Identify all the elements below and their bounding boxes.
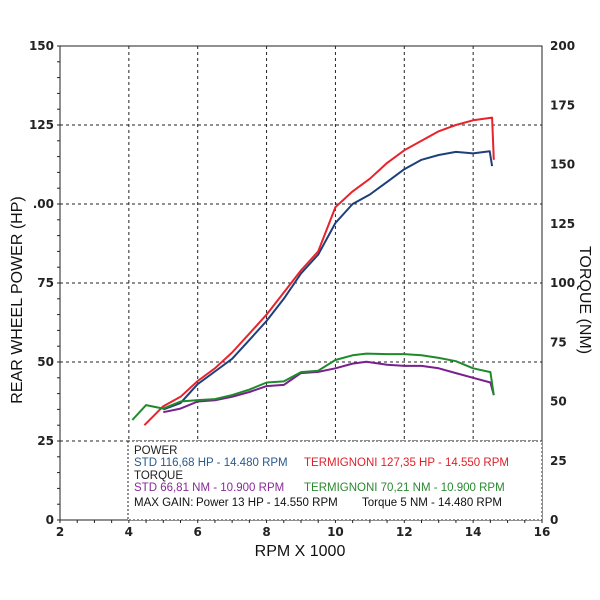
legend-box — [127, 440, 543, 521]
y2-tick-label: 125 — [550, 217, 575, 231]
y-tick-label: 0 — [46, 513, 54, 527]
y2-tick-label: 25 — [550, 454, 567, 468]
legend-power-title: POWER — [134, 445, 177, 457]
legend-torque-title: TORQUE — [134, 470, 183, 482]
series-line-std-power — [162, 150, 494, 411]
legend-power-termignoni: TERMIGNONI 127,35 HP - 14.550 RPM — [304, 457, 509, 469]
y2-tick-label: 100 — [550, 276, 575, 290]
x-tick-label: 16 — [534, 525, 551, 539]
legend-gain-label: MAX GAIN: — [134, 497, 193, 509]
y-tick-label: 50 — [37, 355, 54, 369]
y2-tick-label: 200 — [550, 39, 575, 53]
y2-tick-label: 150 — [550, 158, 575, 172]
x-tick-label: 8 — [262, 525, 270, 539]
y-tick-label: .00 — [33, 197, 54, 211]
y-tick-label: 25 — [37, 434, 54, 448]
legend-torque-std: STD 66,81 NM - 10.900 RPM — [134, 482, 284, 494]
series-line-std-torque — [163, 360, 495, 414]
y2-tick-label: 0 — [550, 513, 558, 527]
x-tick-label: 14 — [465, 525, 482, 539]
series-line-termignoni-power — [143, 116, 495, 426]
y-tick-label: 75 — [37, 276, 54, 290]
y2-tick-label: 175 — [550, 98, 575, 112]
legend-gain-power: Power 13 HP - 14.550 RPM — [196, 497, 338, 509]
x-tick-label: 6 — [194, 525, 202, 539]
y-axis-label: REAR WHEEL POWER (HP) — [9, 196, 26, 403]
series-line-termignoni-torque — [131, 352, 495, 421]
legend-torque-termignoni: TERMIGNONI 70,21 NM - 10.900 RPM — [304, 482, 505, 494]
x-tick-label: 4 — [125, 525, 133, 539]
x-tick-label: 10 — [327, 525, 344, 539]
y2-tick-label: 50 — [550, 395, 567, 409]
x-tick-label: 2 — [56, 525, 64, 539]
legend-gain-torque: Torque 5 NM - 14.480 RPM — [362, 497, 502, 509]
y2-tick-label: 75 — [550, 335, 567, 349]
x-axis-label: RPM X 1000 — [255, 543, 346, 560]
y-tick-label: 125 — [29, 118, 54, 132]
legend-power-std: STD 116,68 HP - 14.480 RPM — [134, 457, 288, 469]
y-tick-label: 150 — [29, 39, 54, 53]
y2-axis-label: TORQUE (NM) — [576, 246, 593, 354]
x-tick-label: 12 — [396, 525, 413, 539]
